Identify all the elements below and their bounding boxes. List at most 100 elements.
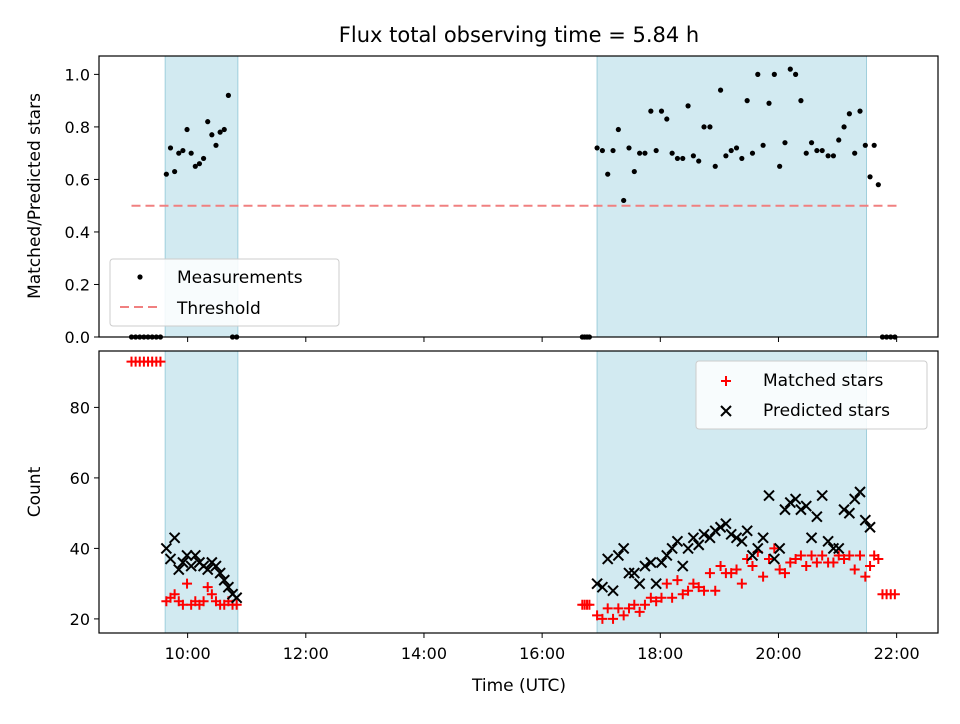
measurement-point (755, 71, 761, 77)
measurement-point (217, 129, 223, 135)
predicted-stars-point (189, 549, 202, 562)
predicted-stars-point (725, 528, 737, 541)
matched-stars-point (623, 603, 634, 614)
top-axes-frame (98, 55, 939, 338)
measurement-point (225, 92, 231, 98)
matched-stars-point (790, 553, 801, 564)
bottom-y-tick-label: 40 (70, 539, 90, 558)
matched-stars-point (844, 550, 855, 561)
matched-stars-point (769, 543, 780, 554)
predicted-stars-point (628, 567, 641, 579)
measurement-point (615, 126, 621, 133)
predicted-stars-point (773, 542, 786, 555)
measurement-point (852, 150, 858, 156)
matched-stars-point (873, 553, 884, 564)
matched-stars-point (656, 592, 667, 603)
predicted-stars-point (210, 560, 222, 572)
top-y-tick-label: 0.4 (65, 223, 90, 242)
predicted-stars-point (617, 542, 630, 555)
measurement-point (172, 168, 178, 175)
predicted-stars-point (736, 535, 748, 548)
measurement-point (787, 66, 793, 72)
measurement-point (814, 147, 820, 154)
measurement-point (621, 197, 627, 204)
predicted-stars-point (682, 542, 694, 555)
measurement-point (867, 174, 873, 180)
matched-stars-point (855, 550, 866, 561)
predicted-stars-point (633, 577, 646, 590)
matched-stars-point (774, 564, 785, 575)
measurement-point (830, 153, 837, 159)
predicted-stars-point (822, 535, 834, 548)
predicted-stars-point (218, 574, 230, 586)
measurement-point (841, 124, 847, 130)
measurement-point (760, 142, 766, 148)
bottom-axes-frame (98, 350, 939, 634)
legend-matched-stars-marker (721, 376, 731, 386)
predicted-stars-point (650, 577, 662, 590)
bottom-x-tick-label: 22:00 (874, 644, 920, 663)
measurement-point (610, 147, 616, 154)
measurement-point (658, 108, 665, 114)
matched-stars-point (198, 596, 209, 607)
legend-threshold-label: Threshold (176, 299, 261, 319)
measurement-point (188, 150, 194, 156)
measurement-point (749, 150, 756, 156)
matched-stars-point (231, 599, 242, 610)
bottom-x-tick-label: 14:00 (401, 644, 447, 663)
matched-stars-point (639, 599, 650, 610)
bottom-shaded-interval-0 (164, 350, 239, 634)
matched-stars-point (731, 564, 742, 575)
predicted-stars-point (843, 507, 856, 519)
matched-stars-point (618, 610, 629, 621)
predicted-stars-point (757, 532, 769, 544)
measurement-point (723, 153, 729, 159)
bottom-legend-box (695, 360, 928, 430)
bottom-x-tick-label: 16:00 (519, 644, 565, 663)
measurement-point (163, 171, 169, 177)
matched-stars-point (629, 599, 640, 610)
matched-stars-point (747, 561, 758, 572)
measurement-point (803, 150, 809, 156)
top-panel: 0.0 0.2 0.4 0.6 0.8 1.0 Measurements Threshold (65, 55, 939, 347)
measurement-point (680, 155, 686, 162)
predicted-stars-point (214, 567, 226, 579)
top-y-tick-label: 0.0 (65, 328, 90, 347)
measurement-point (594, 145, 600, 151)
matched-stars-point (608, 613, 619, 624)
predicted-stars-point (677, 560, 689, 572)
matched-stars-point (667, 592, 678, 603)
legend-measurements-marker (137, 274, 143, 280)
bottom-y-axis-label: Count (25, 466, 45, 517)
matched-stars-point (764, 553, 775, 564)
predicted-stars-point (645, 556, 657, 569)
matched-stars-point (677, 589, 688, 600)
predicted-stars-point (746, 549, 759, 562)
bottom-y-tick-label: 20 (70, 610, 90, 629)
measurement-point (857, 108, 863, 114)
predicted-stars-point (730, 532, 743, 544)
predicted-stars-point (693, 539, 705, 551)
predicted-stars-point (704, 532, 716, 544)
measurement-point (180, 147, 186, 154)
predicted-stars-point (779, 503, 791, 516)
measurement-point (637, 150, 643, 156)
matched-stars-point (693, 582, 704, 593)
matched-stars-point (661, 578, 672, 589)
matched-stars-point (613, 603, 624, 614)
legend-matched-stars-label: Matched stars (763, 371, 883, 391)
predicted-stars-point (181, 549, 193, 562)
measurement-point (846, 111, 852, 117)
predicted-stars-point (795, 503, 807, 516)
measurement-point (192, 163, 198, 169)
measurement-point (200, 155, 207, 162)
predicted-stars-point (833, 542, 845, 555)
predicted-stars-point (864, 521, 876, 533)
predicted-stars-point (789, 493, 802, 505)
matched-stars-point (683, 585, 694, 596)
measurement-point (626, 145, 632, 151)
measurement-point (744, 98, 750, 104)
measurement-point (707, 124, 713, 130)
